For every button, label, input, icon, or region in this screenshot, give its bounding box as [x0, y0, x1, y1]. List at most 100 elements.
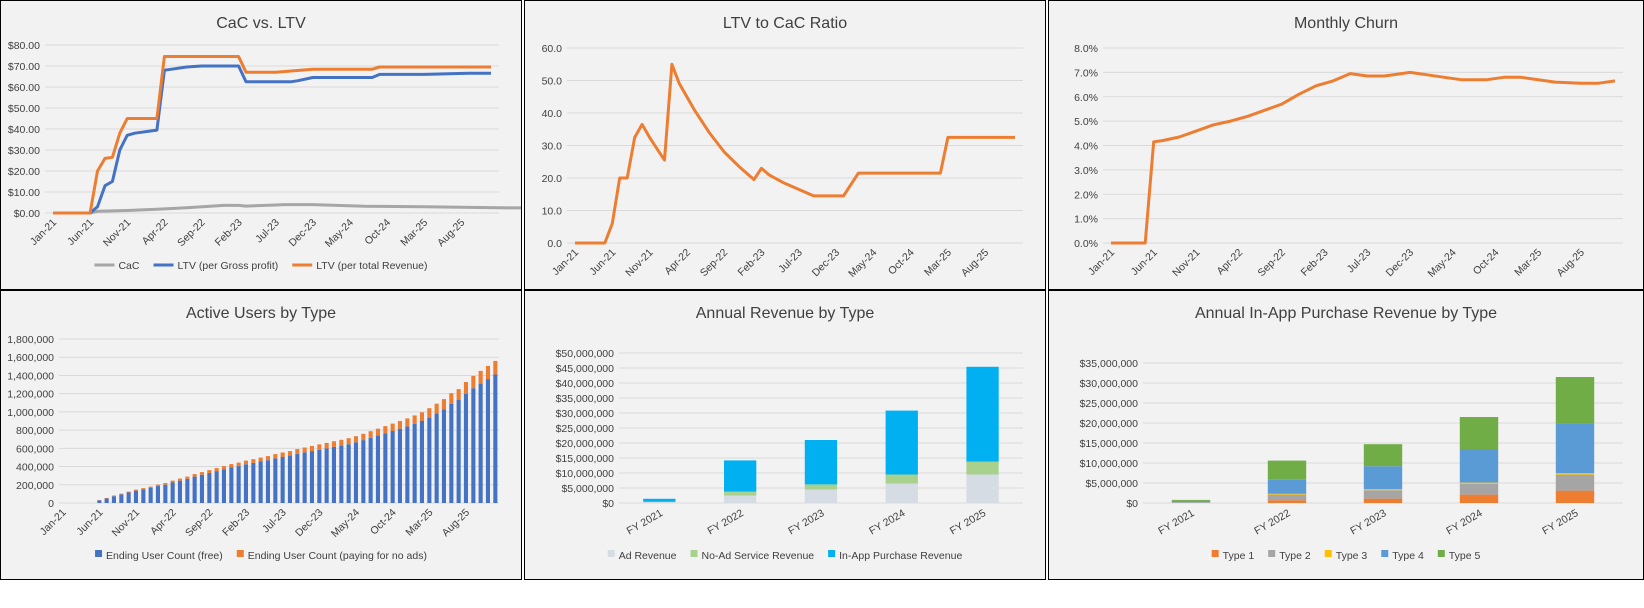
y-tick-label: $25,000,000	[1080, 398, 1139, 410]
bar-segment	[126, 492, 131, 503]
y-tick-label: 30.0	[542, 141, 563, 153]
bar-segment	[966, 461, 999, 475]
x-tick-label: Nov-21	[1170, 247, 1203, 280]
bar-segment	[192, 476, 197, 503]
y-tick-label: 800,000	[16, 425, 54, 437]
y-tick-label: 4.0%	[1074, 141, 1098, 153]
bar-segment	[361, 433, 366, 441]
bar-segment	[427, 417, 432, 503]
series-line	[1111, 70, 1616, 245]
y-tick-label: $10,000,000	[556, 468, 615, 480]
legend-swatch	[828, 550, 836, 557]
y-tick-label: 40.0	[542, 108, 563, 120]
bar-segment	[1459, 483, 1499, 495]
bar-segment	[331, 441, 336, 447]
annual-revenue-panel: Annual Revenue by Type $0 $5,000,000 $10,00…	[524, 290, 1046, 580]
y-tick-label: $70.00	[8, 61, 40, 73]
x-tick-label: Jul-23	[260, 507, 289, 536]
x-tick-label: Nov-21	[110, 507, 143, 540]
bar-segment	[397, 421, 402, 429]
bar-segment	[885, 474, 918, 484]
bar-segment	[427, 408, 432, 418]
bar-segment	[441, 409, 446, 503]
bar-segment	[1363, 498, 1403, 503]
bar-segment	[1267, 500, 1307, 503]
bar-segment	[148, 488, 153, 503]
legend-label: Type 4	[1392, 550, 1424, 562]
x-tick-label: Aug-25	[435, 217, 468, 250]
bar-segment	[280, 452, 285, 457]
y-tick-label: $40.00	[8, 124, 40, 136]
bar-segment	[287, 451, 292, 456]
bar-segment	[243, 464, 248, 503]
bar-segment	[221, 469, 226, 503]
ltv-cac-ratio-chart: LTV to CaC Ratio 0.0 10.0 20.0 30.0 40.0 50.0 6…	[542, 15, 1023, 280]
bar-segment	[441, 399, 446, 410]
series-line	[53, 64, 491, 215]
bar-segment	[471, 375, 476, 389]
y-tick-label: 1,600,000	[7, 352, 54, 364]
bar-segment	[412, 415, 417, 424]
bar-segment	[724, 495, 757, 503]
y-tick-label: $50,000,000	[556, 348, 615, 360]
bar-segment	[331, 447, 336, 503]
bar-segment	[229, 467, 234, 503]
bar-segment	[177, 478, 182, 481]
cac-vs-ltv-panel: CaC vs. LTV $0.00 $10.00 $20.00 $30.00 $40.00…	[0, 0, 522, 290]
bar-segment	[163, 483, 168, 485]
monthly-churn-chart: Monthly Churn 0.0% 1.0% 2.0% 3.0% 4.0% 5.0% 6.0…	[1074, 15, 1623, 280]
bar-segment	[317, 444, 322, 450]
bar-segment	[1267, 460, 1307, 480]
x-tick-label: FY 2022	[705, 507, 745, 537]
bar-segment	[214, 468, 219, 472]
legend-item: Type 1	[1211, 550, 1254, 562]
bar-segment	[141, 489, 146, 503]
y-tick-label: $60.00	[8, 82, 40, 94]
bar-segment	[155, 486, 160, 503]
bar-segment	[185, 476, 190, 479]
bar-segment	[141, 488, 146, 490]
x-tick-label: FY 2024	[867, 507, 907, 537]
bar-segment	[643, 498, 676, 502]
bar-segment	[804, 484, 838, 490]
x-tick-label: Oct-24	[368, 507, 399, 538]
y-tick-label: $15,000,000	[556, 453, 615, 465]
legend-item: Ending User Count (free)	[95, 550, 223, 562]
monthly-churn-panel: Monthly Churn 0.0% 1.0% 2.0% 3.0% 4.0% 5.0% 6.0…	[1048, 0, 1644, 290]
y-tick-label: 400,000	[16, 462, 54, 474]
y-tick-label: $20,000,000	[1080, 418, 1139, 430]
x-tick-label: Apr-22	[140, 217, 171, 248]
x-tick-label: Dec-23	[810, 247, 843, 280]
y-tick-label: 1,200,000	[7, 389, 54, 401]
y-tick-label: 60.0	[542, 43, 563, 55]
bar-segment	[375, 428, 380, 436]
x-tick-label: May-24	[846, 247, 879, 280]
bar-segment	[493, 360, 498, 375]
x-tick-label: Apr-22	[1214, 247, 1245, 278]
x-tick-label: Mar-25	[922, 247, 954, 279]
bar-segment	[456, 389, 461, 400]
x-tick-label: Jun-21	[587, 247, 618, 278]
bar-segment	[317, 449, 322, 503]
x-tick-label: Apr-22	[148, 507, 179, 538]
bar-segment	[273, 454, 278, 459]
bar-segment	[419, 421, 424, 503]
bar-segment	[1363, 489, 1403, 491]
y-tick-label: $30,000,000	[556, 408, 615, 420]
x-tick-label: FY 2023	[786, 507, 826, 537]
series-line	[53, 55, 491, 215]
x-tick-label: Mar-25	[398, 217, 430, 249]
legend-label: LTV (per total Revenue)	[316, 260, 427, 272]
bar-segment	[221, 466, 226, 470]
x-tick-label: Oct-24	[1471, 247, 1502, 278]
in-app-revenue-panel: Annual In-App Purchase Revenue by Type $0…	[1048, 290, 1644, 580]
x-tick-label: Jun-21	[74, 507, 105, 538]
bar-segment	[463, 382, 468, 394]
y-tick-label: $80.00	[8, 40, 40, 52]
bar-segment	[251, 459, 256, 463]
bar-segment	[397, 428, 402, 503]
bar-segment	[885, 483, 918, 503]
x-tick-label: Jun-21	[1129, 247, 1160, 278]
series-line	[53, 203, 521, 215]
